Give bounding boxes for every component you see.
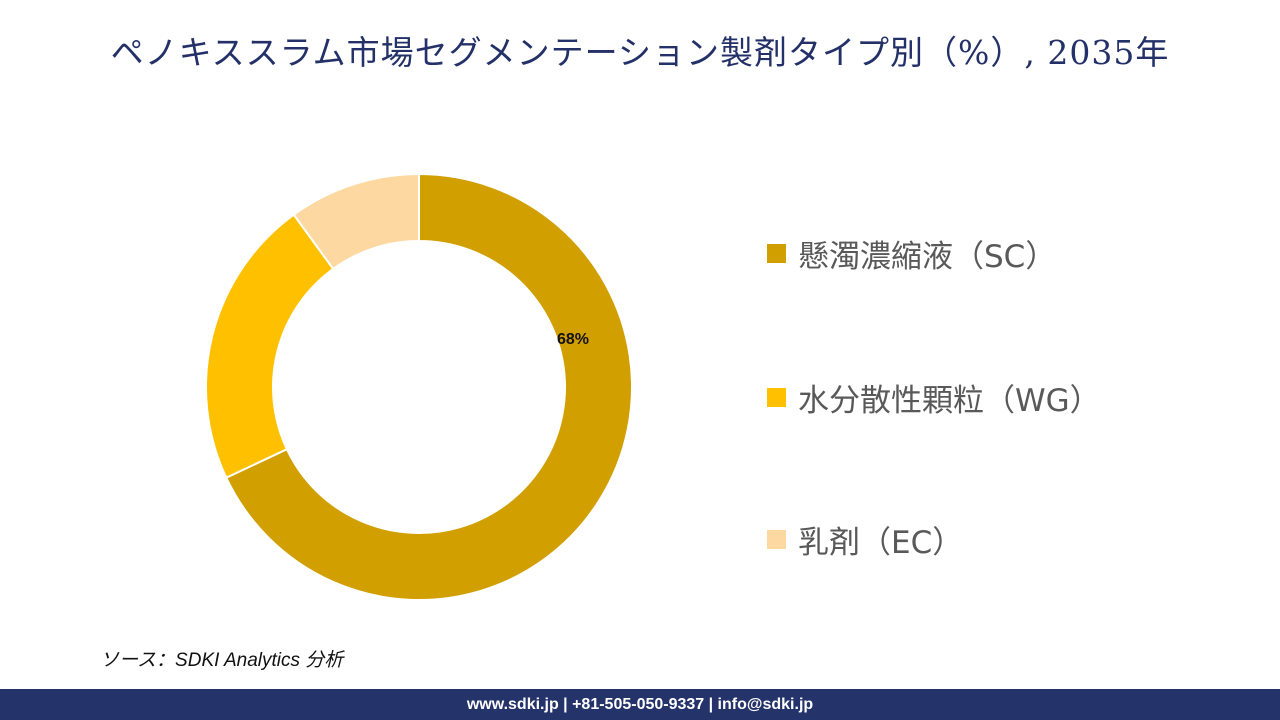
chart-title: ペノキススラム市場セグメンテーション製剤タイプ別（%）, 2035年 bbox=[110, 33, 1170, 72]
legend-label-sc: 懸濁濃縮液（SC） bbox=[798, 238, 1057, 275]
donut-slice-sc bbox=[224, 172, 633, 601]
donut-slice-wg bbox=[205, 213, 335, 480]
donut-slice-ec bbox=[292, 172, 420, 271]
data-label-sc: 68% bbox=[557, 331, 589, 348]
legend-swatch-wg-icon bbox=[767, 387, 786, 407]
legend-item-wg: 水分散性顆粒（WG） bbox=[767, 372, 1101, 422]
legend-item-ec: 乳剤（EC） bbox=[767, 514, 963, 564]
legend-swatch-ec-icon bbox=[767, 529, 786, 549]
donut-chart: 68% bbox=[200, 168, 640, 608]
legend-label-wg: 水分散性顆粒（WG） bbox=[798, 382, 1101, 419]
legend-item-sc: 懸濁濃縮液（SC） bbox=[767, 228, 1056, 278]
footer-contact-bar: www.sdki.jp | +81-505-050-9337 | info@sd… bbox=[0, 689, 1280, 720]
legend-label-ec: 乳剤（EC） bbox=[798, 524, 964, 561]
legend-swatch-sc-icon bbox=[767, 243, 786, 263]
source-note: ソース：SDKI Analytics 分析 bbox=[100, 650, 344, 671]
donut-chart-svg: 68% bbox=[205, 172, 633, 601]
